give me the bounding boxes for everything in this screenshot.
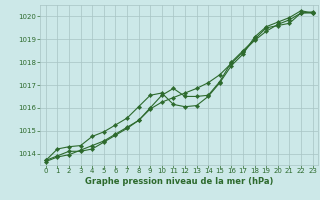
X-axis label: Graphe pression niveau de la mer (hPa): Graphe pression niveau de la mer (hPa) — [85, 177, 273, 186]
